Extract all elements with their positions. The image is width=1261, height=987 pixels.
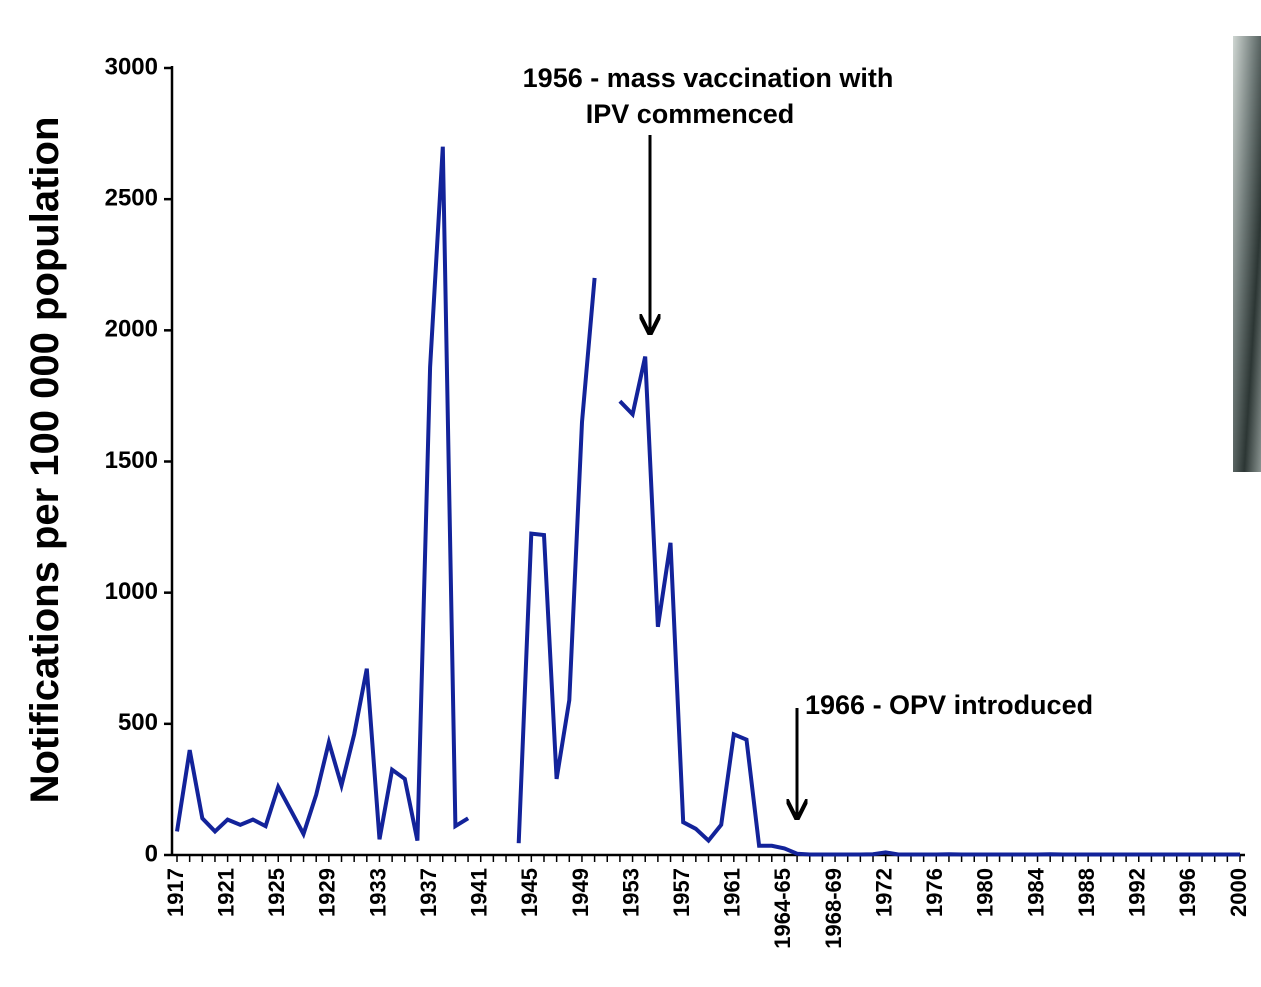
y-tick-label: 1500 <box>105 447 158 474</box>
x-tick-label: 1921 <box>213 868 238 917</box>
x-tick-label: 2000 <box>1226 868 1251 917</box>
x-tick-label: 1925 <box>264 868 289 917</box>
x-tick-label: 1929 <box>315 868 340 917</box>
annotation: 1966 - OPV introduced <box>805 690 1093 720</box>
x-tick-label: 1992 <box>1125 868 1150 917</box>
page: Notifications per 100 000 population 195… <box>0 0 1261 987</box>
y-tick-label: 3000 <box>105 53 158 80</box>
annotation: 1956 - mass vaccination with <box>523 63 894 93</box>
x-tick-label: 1937 <box>416 868 441 917</box>
y-tick-label: 0 <box>145 840 158 867</box>
x-tick-label: 1972 <box>871 868 896 917</box>
x-tick-label: 1968-69 <box>821 868 846 949</box>
y-tick-label: 1000 <box>105 578 158 605</box>
y-tick-label: 500 <box>118 709 158 736</box>
x-tick-label: 1964-65 <box>770 868 795 949</box>
x-tick-label: 1984 <box>1023 867 1048 917</box>
x-tick-label: 1957 <box>669 868 694 917</box>
annotation: IPV commenced <box>586 99 795 129</box>
x-tick-label: 1933 <box>365 868 390 917</box>
x-tick-label: 1996 <box>1175 868 1200 917</box>
line <box>177 147 1240 855</box>
x-tick-label: 1953 <box>618 868 643 917</box>
chart: Notifications per 100 000 population 195… <box>0 0 1261 987</box>
photo <box>1233 36 1261 472</box>
x-tick-label: 1945 <box>517 868 542 917</box>
x-tick-label: 1980 <box>973 868 998 917</box>
y-tick-label: 2000 <box>105 316 158 343</box>
y-axis-label: Notifications per 100 000 population <box>23 117 67 804</box>
x-tick-label: 1976 <box>922 868 947 917</box>
x-tick-label: 1917 <box>163 868 188 917</box>
x-tick-label: 1941 <box>467 868 492 917</box>
y-tick-label: 2500 <box>105 185 158 212</box>
x-tick-label: 1988 <box>1074 868 1099 917</box>
x-tick-label: 1949 <box>568 868 593 917</box>
x-tick-label: 1961 <box>720 868 745 917</box>
